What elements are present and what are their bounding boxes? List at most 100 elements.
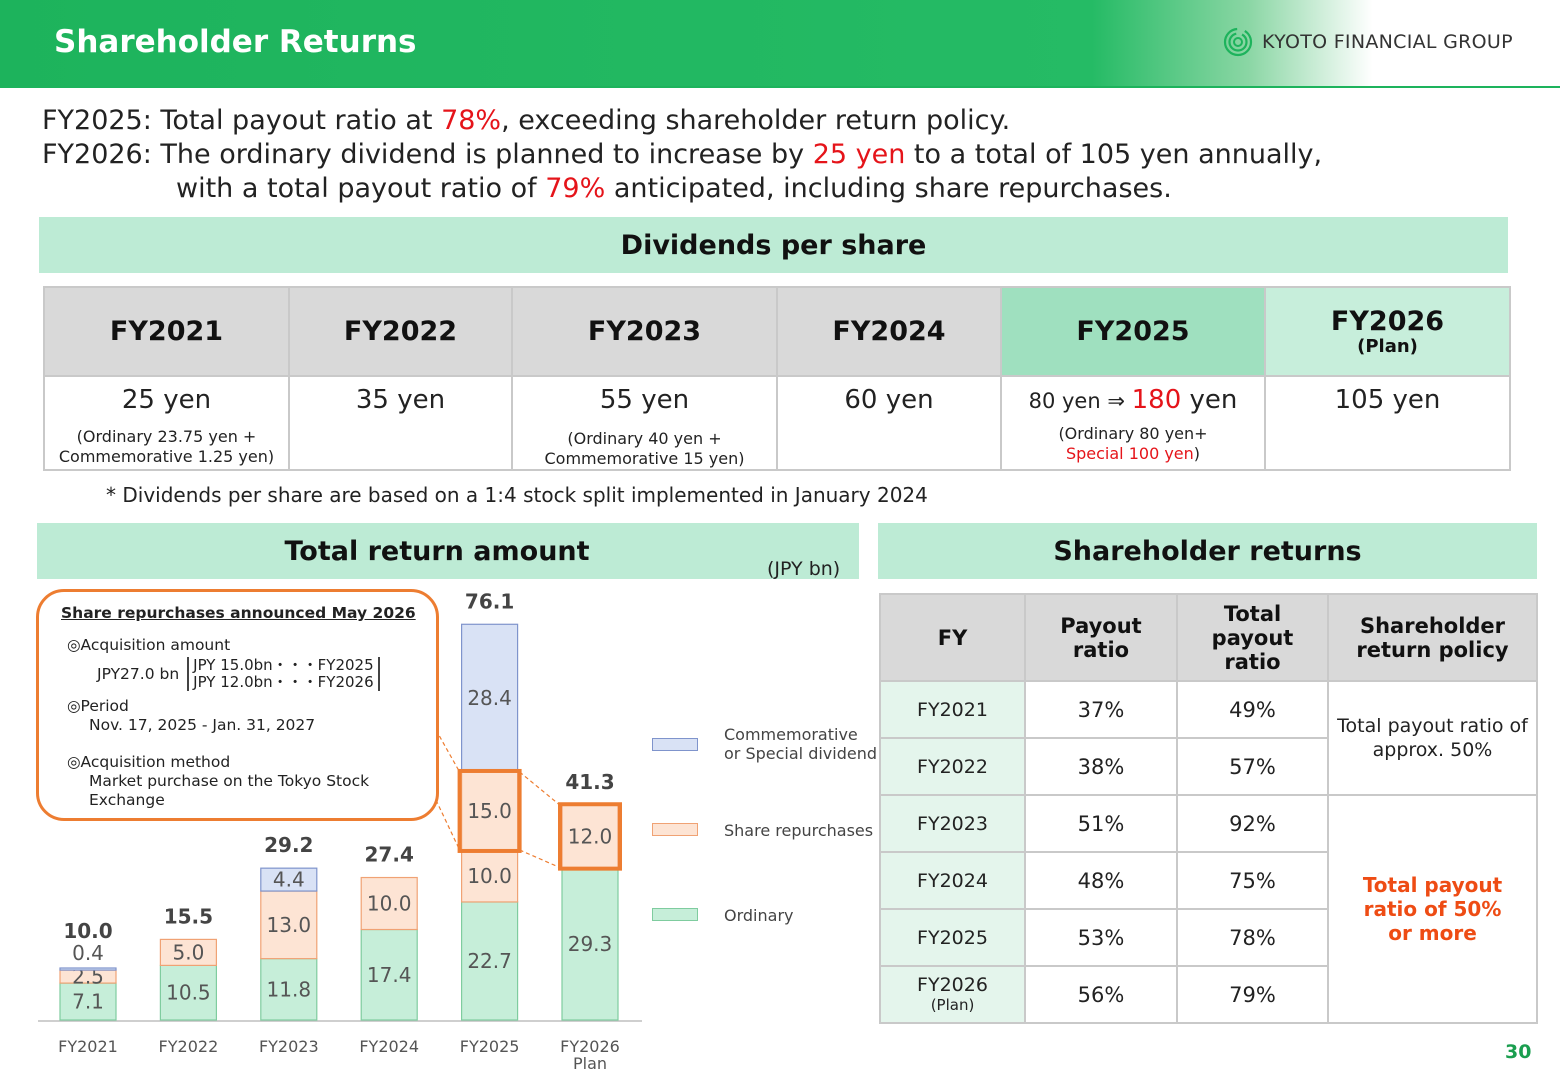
dividends-col-fy2022: FY2022 xyxy=(288,286,513,377)
bar-value-label: 4.4 xyxy=(273,868,305,892)
legend-swatch-repurchase xyxy=(652,823,698,836)
legend-special: Commemorative or Special dividend xyxy=(724,725,877,763)
logo-text: KYOTO FINANCIAL GROUP xyxy=(1262,31,1513,53)
dividends-col-fy2021: FY2021 xyxy=(43,286,290,377)
callout-connector xyxy=(435,729,461,773)
table-row: FY2023 51% 92% Total payout ratio of 50% o… xyxy=(879,794,1538,1024)
highlight-box-fy2026 xyxy=(558,802,622,871)
bar-total-label: 15.5 xyxy=(164,904,213,928)
acquisition-breakdown: JPY27.0 bn JPY 15.0bn・・・FY2025 JPY 12.0b… xyxy=(97,657,436,691)
summary-line-3: with a total payout ratio of 79% anticip… xyxy=(176,173,1172,204)
sr-col-fy: FY xyxy=(879,593,1026,682)
page-title: Shareholder Returns xyxy=(54,24,417,60)
bar-value-label: 10.0 xyxy=(367,892,412,916)
dividends-col-fy2026: FY2026 (Plan) xyxy=(1264,286,1511,377)
logo-mark-icon xyxy=(1223,27,1253,57)
bar-segment xyxy=(461,849,519,903)
bar-value-label: 10.5 xyxy=(166,981,211,1005)
bar-value-label: 5.0 xyxy=(172,940,204,964)
period-value: Nov. 17, 2025 - Jan. 31, 2027 xyxy=(89,716,316,734)
legend-swatch-ordinary xyxy=(652,908,698,921)
bar-value-label: 29.3 xyxy=(568,932,613,956)
bar-value-label: 12.0 xyxy=(568,824,613,848)
x-tick-label: FY2021 xyxy=(58,1037,118,1056)
bar-value-label: 11.8 xyxy=(267,977,312,1001)
bar-segment xyxy=(461,771,519,851)
summary-text: FY2025: Total payout ratio at 78%, excee… xyxy=(42,104,1322,206)
dividend-cell-fy2024: 60 yen xyxy=(776,375,1002,471)
dividends-footnote: * Dividends per share are based on a 1:4… xyxy=(106,483,928,507)
bar-value-label: 28.4 xyxy=(467,686,512,710)
legend-swatch-special xyxy=(652,738,698,751)
bar-segment xyxy=(260,867,318,892)
table-row: FY2024 48% 75% xyxy=(879,851,1537,910)
legend-repurchase: Share repurchases xyxy=(724,821,874,840)
x-tick-sublabel: Plan xyxy=(573,1054,607,1073)
summary-line-2: FY2026: The ordinary dividend is planned… xyxy=(42,139,1323,170)
bar-segment xyxy=(461,901,519,1021)
summary-line-1: FY2025: Total payout ratio at 78%, excee… xyxy=(42,105,1011,136)
company-logo: KYOTO FINANCIAL GROUP xyxy=(1222,26,1513,58)
dividend-cell-fy2026: 105 yen xyxy=(1264,375,1511,471)
total-return-section-title: Total return amount xyxy=(37,523,859,579)
dividends-header-row: FY2021 FY2022 FY2023 FY2024 FY2025 FY202… xyxy=(43,286,1511,377)
page-number: 30 xyxy=(1505,1041,1532,1063)
method-label: ◎Acquisition method xyxy=(67,753,231,771)
acquisition-amount-label: ◎Acquisition amount xyxy=(67,636,231,654)
bar-value-label: 0.4 xyxy=(72,941,104,965)
bar-value-label: 7.1 xyxy=(72,990,104,1014)
bar-segment xyxy=(59,967,117,971)
callout-connector xyxy=(435,799,461,851)
bar-segment xyxy=(59,982,117,1021)
dividends-table: FY2021 FY2022 FY2023 FY2024 FY2025 FY202… xyxy=(43,286,1511,471)
header-divider xyxy=(0,86,1560,88)
dividend-cell-fy2025: 80 yen ⇒ 180 yen (Ordinary 80 yen+ Specia… xyxy=(1000,375,1266,471)
x-tick-label: FY2026 xyxy=(560,1037,620,1056)
bar-segment xyxy=(260,890,318,960)
bar-total-label: 27.4 xyxy=(365,843,414,867)
bar-segment xyxy=(461,623,519,773)
policy-until-fy2022: Total payout ratio of approx. 50% xyxy=(1327,680,1538,796)
shareholder-returns-table: FY Payout ratio Total payout ratio Sharehol… xyxy=(879,593,1538,1024)
x-tick-label: FY2022 xyxy=(159,1037,219,1056)
period-label: ◎Period xyxy=(67,697,129,715)
bar-value-label: 17.4 xyxy=(367,963,412,987)
header-bar: Shareholder Returns KYOTO FINANCIAL GROU… xyxy=(0,0,1560,86)
table-row: FY2022 38% 57% xyxy=(879,737,1537,796)
dividends-col-fy2023: FY2023 xyxy=(511,286,778,377)
connector-line xyxy=(519,849,561,869)
bar-total-label: 29.2 xyxy=(264,833,313,857)
x-tick-label: FY2025 xyxy=(460,1037,520,1056)
sr-col-policy: Shareholder return policy xyxy=(1327,593,1538,682)
bar-segment xyxy=(159,964,217,1021)
table-row: FY2021 37% 49% Total payout ratio of appr… xyxy=(879,680,1538,796)
bar-value-label: 10.0 xyxy=(467,864,512,888)
sr-col-payout: Payout ratio xyxy=(1024,593,1178,682)
dividend-cell-fy2022: 35 yen xyxy=(288,375,513,471)
table-row: FY2026 (Plan) 56% 79% xyxy=(879,965,1537,1024)
highlight-box-fy2025 xyxy=(457,768,522,853)
bar-total-label: 10.0 xyxy=(63,919,112,943)
connector-line xyxy=(519,771,561,806)
x-tick-label: FY2023 xyxy=(259,1037,319,1056)
bar-segment xyxy=(360,876,418,931)
dividends-col-fy2025: FY2025 xyxy=(1000,286,1266,377)
dividend-cell-fy2021: 25 yen (Ordinary 23.75 yen + Commemorativ… xyxy=(43,375,290,471)
method-value: Market purchase on the Tokyo Stock Exchan… xyxy=(89,772,370,809)
repurchase-callout: Share repurchases announced May 2026 ◎Ac… xyxy=(36,589,439,821)
table-row: FY2025 53% 78% xyxy=(879,908,1537,967)
dividends-col-fy2024: FY2024 xyxy=(776,286,1002,377)
sr-col-total-payout: Total payout ratio xyxy=(1176,593,1329,682)
dividend-cell-fy2023: 55 yen (Ordinary 40 yen + Commemorative 1… xyxy=(511,375,778,471)
sr-header-row: FY Payout ratio Total payout ratio Sharehol… xyxy=(879,593,1538,682)
policy-from-fy2023: Total payout ratio of 50% or more xyxy=(1327,794,1538,1024)
bar-total-label: 76.1 xyxy=(465,589,514,613)
callout-title: Share repurchases announced May 2026 xyxy=(61,604,416,622)
bar-value-label: 22.7 xyxy=(467,949,512,973)
total-return-chart: 7.12.50.410.0FY202110.55.015.5FY202211.8… xyxy=(38,589,642,1073)
bar-value-label: 13.0 xyxy=(267,913,312,937)
dividends-value-row: 25 yen (Ordinary 23.75 yen + Commemorativ… xyxy=(43,375,1511,471)
shareholder-returns-section-title: Shareholder returns xyxy=(878,523,1537,579)
plan-label: (Plan) xyxy=(1357,336,1418,357)
bar-segment xyxy=(159,938,217,967)
